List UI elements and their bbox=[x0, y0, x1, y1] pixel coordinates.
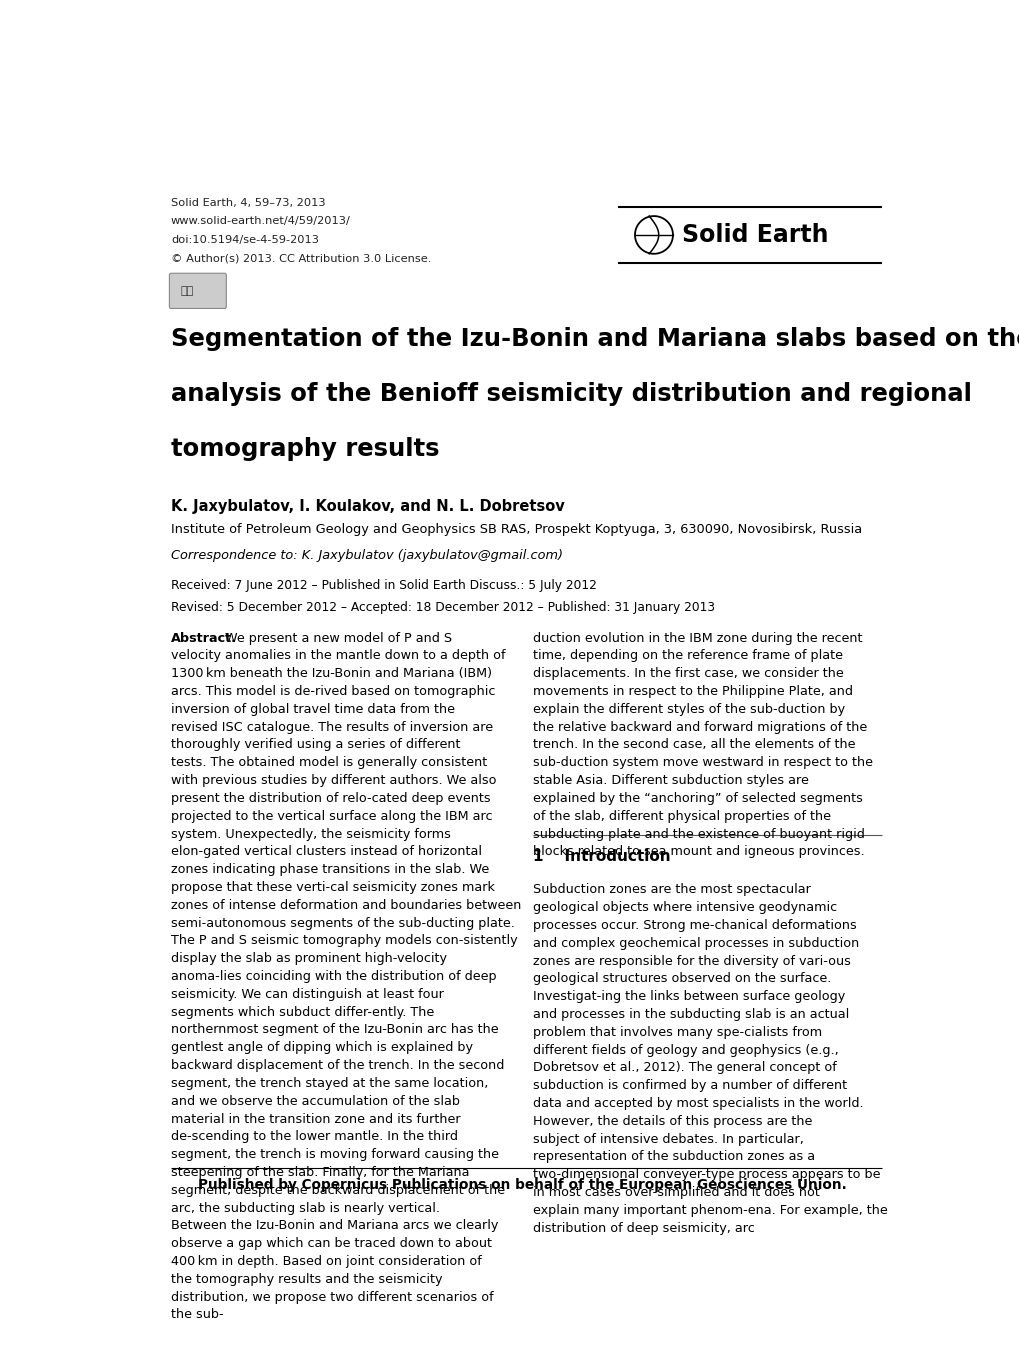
Text: revised ISC catalogue. The results of inversion are: revised ISC catalogue. The results of in… bbox=[171, 721, 492, 733]
Text: segments which subduct differ-ently. The: segments which subduct differ-ently. The bbox=[171, 1006, 434, 1018]
Text: zones indicating phase transitions in the slab. We: zones indicating phase transitions in th… bbox=[171, 863, 489, 876]
Text: Investigat-ing the links between surface geology: Investigat-ing the links between surface… bbox=[533, 990, 845, 1003]
Text: explain many important phenom-ena. For example, the: explain many important phenom-ena. For e… bbox=[533, 1204, 887, 1217]
Text: and we observe the accumulation of the slab: and we observe the accumulation of the s… bbox=[171, 1095, 460, 1108]
Text: Ⓒⓑ: Ⓒⓑ bbox=[180, 286, 194, 296]
Text: trench. In the second case, all the elements of the: trench. In the second case, all the elem… bbox=[533, 738, 855, 752]
Text: in most cases over-simplified and it does not: in most cases over-simplified and it doe… bbox=[533, 1186, 819, 1200]
Text: distribution, we propose two different scenarios of: distribution, we propose two different s… bbox=[171, 1291, 493, 1303]
Text: backward displacement of the trench. In the second: backward displacement of the trench. In … bbox=[171, 1059, 503, 1072]
Text: Between the Izu-Bonin and Mariana arcs we clearly: Between the Izu-Bonin and Mariana arcs w… bbox=[171, 1220, 498, 1232]
Text: Subduction zones are the most spectacular: Subduction zones are the most spectacula… bbox=[533, 884, 810, 896]
Text: of the slab, different physical properties of the: of the slab, different physical properti… bbox=[533, 810, 830, 823]
Text: subject of intensive debates. In particular,: subject of intensive debates. In particu… bbox=[533, 1132, 803, 1146]
Text: zones of intense deformation and boundaries between: zones of intense deformation and boundar… bbox=[171, 898, 521, 912]
Text: distribution of deep seismicity, arc: distribution of deep seismicity, arc bbox=[533, 1221, 754, 1235]
Text: steepening of the slab. Finally, for the Mariana: steepening of the slab. Finally, for the… bbox=[171, 1166, 469, 1180]
Text: segment, the trench is moving forward causing the: segment, the trench is moving forward ca… bbox=[171, 1149, 498, 1161]
Text: Abstract.: Abstract. bbox=[171, 632, 236, 644]
Text: system. Unexpectedly, the seismicity forms: system. Unexpectedly, the seismicity for… bbox=[171, 827, 450, 841]
Text: inversion of global travel time data from the: inversion of global travel time data fro… bbox=[171, 703, 454, 716]
Text: analysis of the Benioff seismicity distribution and regional: analysis of the Benioff seismicity distr… bbox=[171, 382, 971, 406]
Text: segment, the trench stayed at the same location,: segment, the trench stayed at the same l… bbox=[171, 1077, 488, 1089]
Text: 1    Introduction: 1 Introduction bbox=[533, 849, 671, 863]
Text: Solid Earth, 4, 59–73, 2013: Solid Earth, 4, 59–73, 2013 bbox=[171, 198, 325, 207]
Text: The P and S seismic tomography models con-sistently: The P and S seismic tomography models co… bbox=[171, 935, 517, 947]
Text: and processes in the subducting slab is an actual: and processes in the subducting slab is … bbox=[533, 1007, 849, 1021]
Text: www.solid-earth.net/4/59/2013/: www.solid-earth.net/4/59/2013/ bbox=[171, 217, 351, 226]
Text: processes occur. Strong me-chanical deformations: processes occur. Strong me-chanical defo… bbox=[533, 919, 856, 932]
Text: two-dimensional conveyer-type process appears to be: two-dimensional conveyer-type process ap… bbox=[533, 1169, 879, 1181]
Text: tests. The obtained model is generally consistent: tests. The obtained model is generally c… bbox=[171, 756, 487, 769]
Text: Institute of Petroleum Geology and Geophysics SB RAS, Prospekt Koptyuga, 3, 6300: Institute of Petroleum Geology and Geoph… bbox=[171, 523, 861, 535]
Text: Correspondence to: K. Jaxybulatov (jaxybulatov@gmail.com): Correspondence to: K. Jaxybulatov (jaxyb… bbox=[171, 549, 562, 562]
Text: elon-gated vertical clusters instead of horizontal: elon-gated vertical clusters instead of … bbox=[171, 846, 482, 858]
Text: explained by the “anchoring” of selected segments: explained by the “anchoring” of selected… bbox=[533, 792, 862, 804]
Text: seismicity. We can distinguish at least four: seismicity. We can distinguish at least … bbox=[171, 987, 443, 1001]
Text: with previous studies by different authors. We also: with previous studies by different autho… bbox=[171, 775, 496, 787]
Text: gentlest angle of dipping which is explained by: gentlest angle of dipping which is expla… bbox=[171, 1041, 473, 1054]
Text: tomography results: tomography results bbox=[171, 437, 439, 461]
Text: representation of the subduction zones as a: representation of the subduction zones a… bbox=[533, 1150, 814, 1163]
Text: problem that involves many spe-cialists from: problem that involves many spe-cialists … bbox=[533, 1026, 821, 1038]
Text: doi:10.5194/se-4-59-2013: doi:10.5194/se-4-59-2013 bbox=[171, 235, 319, 245]
Text: blocks related to sea mount and igneous provinces.: blocks related to sea mount and igneous … bbox=[533, 846, 864, 858]
Text: present the distribution of relo-cated deep events: present the distribution of relo-cated d… bbox=[171, 792, 490, 804]
Text: observe a gap which can be traced down to about: observe a gap which can be traced down t… bbox=[171, 1237, 491, 1251]
Text: time, depending on the reference frame of plate: time, depending on the reference frame o… bbox=[533, 650, 842, 662]
Text: arcs. This model is de-rived based on tomographic: arcs. This model is de-rived based on to… bbox=[171, 685, 495, 698]
Text: We present a new model of P and S: We present a new model of P and S bbox=[220, 632, 451, 644]
Text: data and accepted by most specialists in the world.: data and accepted by most specialists in… bbox=[533, 1098, 863, 1110]
Text: material in the transition zone and its further: material in the transition zone and its … bbox=[171, 1112, 461, 1126]
Text: Revised: 5 December 2012 – Accepted: 18 December 2012 – Published: 31 January 20: Revised: 5 December 2012 – Accepted: 18 … bbox=[171, 600, 714, 613]
Text: duction evolution in the IBM zone during the recent: duction evolution in the IBM zone during… bbox=[533, 632, 862, 644]
Text: geological structures observed on the surface.: geological structures observed on the su… bbox=[533, 972, 830, 986]
Text: Received: 7 June 2012 – Published in Solid Earth Discuss.: 5 July 2012: Received: 7 June 2012 – Published in Sol… bbox=[171, 578, 596, 592]
Text: Dobretsov et al., 2012). The general concept of: Dobretsov et al., 2012). The general con… bbox=[533, 1061, 836, 1075]
Text: Solid Earth: Solid Earth bbox=[682, 223, 828, 247]
Text: zones are responsible for the diversity of vari-ous: zones are responsible for the diversity … bbox=[533, 955, 850, 967]
Text: propose that these verti-cal seismicity zones mark: propose that these verti-cal seismicity … bbox=[171, 881, 494, 894]
Text: anoma-lies coinciding with the distribution of deep: anoma-lies coinciding with the distribut… bbox=[171, 970, 496, 983]
Text: display the slab as prominent high-velocity: display the slab as prominent high-veloc… bbox=[171, 952, 446, 966]
Text: However, the details of this process are the: However, the details of this process are… bbox=[533, 1115, 811, 1128]
Text: K. Jaxybulatov, I. Koulakov, and N. L. Dobretsov: K. Jaxybulatov, I. Koulakov, and N. L. D… bbox=[171, 499, 565, 514]
Text: projected to the vertical surface along the IBM arc: projected to the vertical surface along … bbox=[171, 810, 492, 823]
Text: 400 km in depth. Based on joint consideration of: 400 km in depth. Based on joint consider… bbox=[171, 1255, 481, 1268]
Text: geological objects where intensive geodynamic: geological objects where intensive geody… bbox=[533, 901, 837, 915]
Text: different fields of geology and geophysics (e.g.,: different fields of geology and geophysi… bbox=[533, 1044, 838, 1057]
Text: explain the different styles of the sub-duction by: explain the different styles of the sub-… bbox=[533, 703, 845, 716]
Text: the tomography results and the seismicity: the tomography results and the seismicit… bbox=[171, 1272, 442, 1286]
Text: 1300 km beneath the Izu-Bonin and Mariana (IBM): 1300 km beneath the Izu-Bonin and Marian… bbox=[171, 667, 491, 681]
Text: semi-autonomous segments of the sub-ducting plate.: semi-autonomous segments of the sub-duct… bbox=[171, 916, 515, 929]
Text: the sub-: the sub- bbox=[171, 1309, 223, 1322]
FancyBboxPatch shape bbox=[169, 273, 226, 308]
Text: Published by Copernicus Publications on behalf of the European Geosciences Union: Published by Copernicus Publications on … bbox=[198, 1178, 847, 1193]
Text: movements in respect to the Philippine Plate, and: movements in respect to the Philippine P… bbox=[533, 685, 852, 698]
Text: thoroughly verified using a series of different: thoroughly verified using a series of di… bbox=[171, 738, 460, 752]
Text: displacements. In the first case, we consider the: displacements. In the first case, we con… bbox=[533, 667, 843, 681]
Text: the relative backward and forward migrations of the: the relative backward and forward migrat… bbox=[533, 721, 866, 733]
Text: subduction is confirmed by a number of different: subduction is confirmed by a number of d… bbox=[533, 1079, 847, 1092]
Text: and complex geochemical processes in subduction: and complex geochemical processes in sub… bbox=[533, 936, 858, 950]
Text: Segmentation of the Izu-Bonin and Mariana slabs based on the: Segmentation of the Izu-Bonin and Marian… bbox=[171, 327, 1019, 351]
Text: stable Asia. Different subduction styles are: stable Asia. Different subduction styles… bbox=[533, 775, 808, 787]
Text: © Author(s) 2013. CC Attribution 3.0 License.: © Author(s) 2013. CC Attribution 3.0 Lic… bbox=[171, 254, 431, 264]
Text: velocity anomalies in the mantle down to a depth of: velocity anomalies in the mantle down to… bbox=[171, 650, 505, 662]
Text: arc, the subducting slab is nearly vertical.: arc, the subducting slab is nearly verti… bbox=[171, 1201, 439, 1215]
Text: sub-duction system move westward in respect to the: sub-duction system move westward in resp… bbox=[533, 756, 872, 769]
Text: de-scending to the lower mantle. In the third: de-scending to the lower mantle. In the … bbox=[171, 1130, 458, 1143]
Text: northernmost segment of the Izu-Bonin arc has the: northernmost segment of the Izu-Bonin ar… bbox=[171, 1024, 498, 1037]
Text: subducting plate and the existence of buoyant rigid: subducting plate and the existence of bu… bbox=[533, 827, 864, 841]
Text: segment, despite the backward displacement of the: segment, despite the backward displaceme… bbox=[171, 1184, 504, 1197]
